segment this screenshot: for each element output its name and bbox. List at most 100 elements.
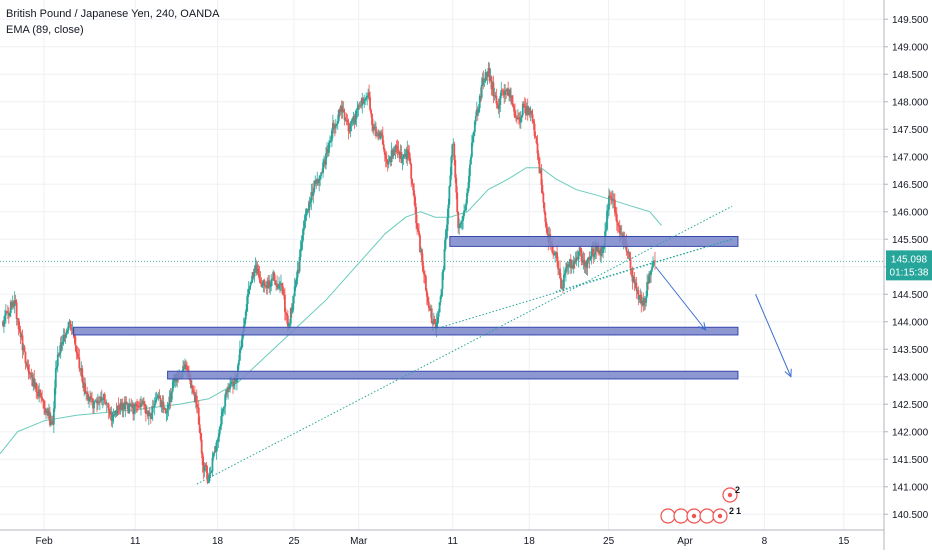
candle-body [36, 392, 39, 393]
candle-body [380, 132, 383, 136]
candle-body [590, 251, 593, 260]
candle-body [573, 260, 576, 262]
candle-body [492, 82, 495, 97]
candle-body [81, 368, 84, 382]
candle-body [281, 283, 283, 287]
event-marker-row[interactable] [660, 508, 728, 524]
candle-body [30, 373, 33, 375]
candle-body [122, 403, 125, 411]
candle-body [108, 410, 111, 415]
candle-body [246, 294, 249, 304]
price-tick-label: 143.500 [892, 345, 929, 356]
candle-body [383, 149, 386, 155]
candle-body [155, 397, 158, 400]
candle-body [450, 156, 453, 176]
candle-body [50, 420, 53, 424]
candle-body [557, 261, 559, 270]
candle-body [546, 228, 549, 235]
candle-body [366, 96, 369, 97]
candle-body [630, 268, 633, 270]
candle-body [46, 409, 48, 413]
candle-body [128, 404, 131, 414]
candle-body [494, 95, 497, 96]
candle-body [510, 95, 512, 98]
candle-body [113, 413, 116, 415]
candle-body [466, 192, 468, 204]
candle-body [518, 119, 521, 123]
candle-body [634, 282, 637, 284]
candle-body [325, 153, 327, 165]
candle-body [75, 345, 78, 353]
candle-body [304, 216, 307, 222]
candle-body [560, 277, 562, 289]
candle-body [132, 403, 135, 414]
candle-body [595, 243, 598, 252]
price-tick-label: 144.500 [892, 290, 929, 301]
candle-body [173, 379, 176, 383]
symbol-title[interactable]: British Pound / Japanese Yen, 240, OANDA [6, 8, 220, 20]
candle-body [427, 302, 430, 309]
candle-body [377, 135, 379, 137]
candle-body [543, 202, 546, 213]
candle-body [7, 313, 10, 316]
candle-body [435, 322, 438, 329]
candle-body [225, 390, 228, 395]
candle-body [237, 360, 240, 366]
candle-body [67, 322, 70, 331]
candle-body [436, 316, 439, 323]
price-tick-label: 145.500 [892, 235, 929, 246]
candle-body [389, 156, 392, 162]
candle-body [481, 78, 484, 85]
candle-body [309, 202, 312, 204]
candle-body [142, 401, 144, 404]
candle-body [11, 301, 14, 307]
candle-body [137, 405, 139, 407]
candle-body [349, 123, 352, 132]
candle-body [214, 451, 217, 453]
candle-body [504, 90, 507, 96]
candle-body [144, 406, 147, 414]
candle-body [445, 230, 448, 238]
candle-body [423, 274, 426, 277]
candle-body [540, 169, 543, 186]
candle-body [515, 117, 517, 119]
candle-body [641, 300, 644, 305]
candle-body [502, 90, 505, 92]
candle-body [360, 105, 363, 107]
horizontal-zone [167, 370, 739, 380]
candle-body [263, 280, 266, 286]
candle-body [127, 403, 130, 414]
candle-body [316, 178, 319, 184]
candle-body [555, 252, 558, 254]
candle-body [273, 272, 276, 281]
candle-body [460, 221, 463, 225]
time-tick-label: Mar [350, 536, 368, 547]
candle-body [497, 104, 500, 110]
candle-body [403, 154, 406, 158]
candle-body [419, 235, 421, 253]
arrow-head [784, 368, 792, 378]
candle-body [423, 271, 425, 275]
candle-body [270, 279, 273, 287]
candle-body [164, 408, 167, 414]
trendlines [196, 205, 733, 485]
candle-body [447, 204, 450, 218]
candle-body [394, 145, 397, 152]
time-tick-label: Apr [677, 536, 693, 547]
candle-body [102, 394, 105, 400]
candle-body [17, 318, 20, 330]
candle-body [503, 90, 506, 96]
indicator-label[interactable]: EMA (89, close) [6, 24, 84, 36]
candle-body [64, 335, 67, 338]
candle-body [575, 256, 578, 259]
candle-body [217, 436, 220, 443]
candle-body [231, 381, 233, 383]
candle-body [511, 95, 513, 104]
candle-body [362, 98, 365, 104]
candle-body [586, 259, 589, 268]
candle-body [551, 243, 554, 253]
candle-body [48, 411, 50, 416]
candle-body [250, 280, 253, 283]
